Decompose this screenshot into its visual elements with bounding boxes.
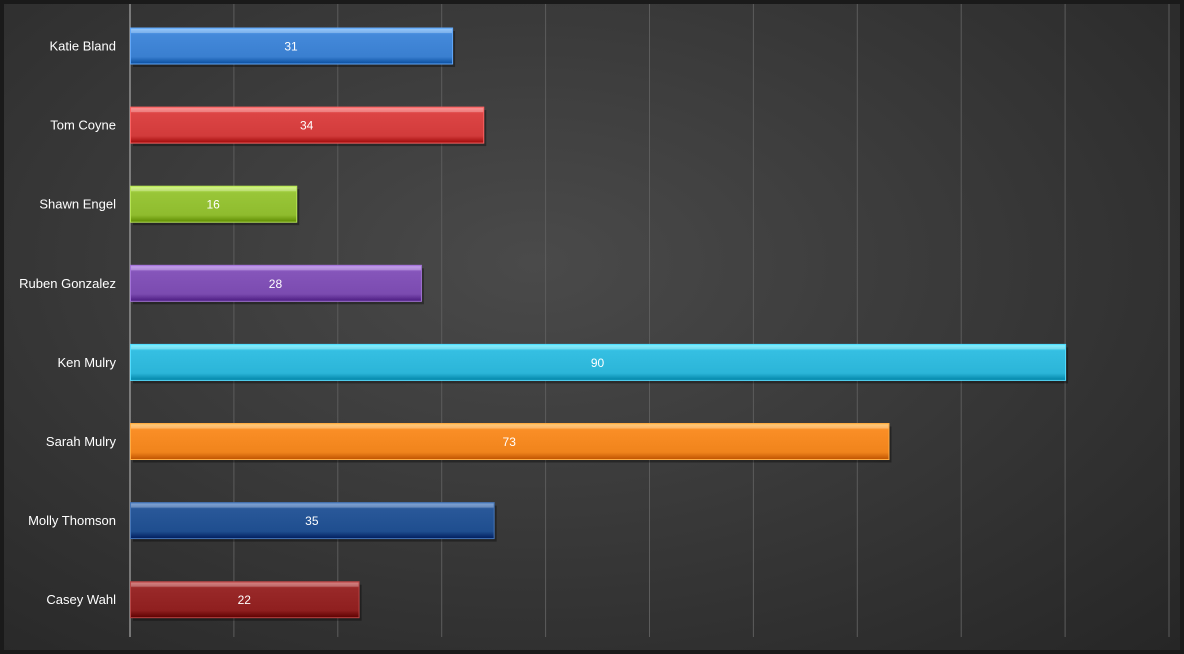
bar-chart: Katie Bland 31 Tom Coyne 34 Shawn Engel 16 Rub… <box>4 4 1180 650</box>
bar-highlight <box>131 345 1065 349</box>
bar-highlight <box>131 29 452 33</box>
data-label: 90 <box>591 356 605 370</box>
data-label: 28 <box>269 277 283 291</box>
data-label: 35 <box>305 514 319 528</box>
category-label: Sarah Mulry <box>46 434 117 449</box>
category-label: Tom Coyne <box>50 118 116 133</box>
data-label: 73 <box>503 435 517 449</box>
category-label: Ken Mulry <box>57 355 116 370</box>
data-label: 22 <box>238 593 252 607</box>
category-label: Katie Bland <box>50 39 117 54</box>
category-label: Ruben Gonzalez <box>19 276 116 291</box>
category-label: Casey Wahl <box>46 592 116 607</box>
category-label: Shawn Engel <box>39 197 116 212</box>
category-label: Molly Thomson <box>28 513 116 528</box>
bar-highlight <box>131 108 483 112</box>
data-label: 34 <box>300 119 314 133</box>
data-label: 16 <box>206 198 220 212</box>
bar-highlight <box>131 504 494 508</box>
bar-highlight <box>131 187 296 191</box>
bar-highlight <box>131 583 359 587</box>
bar-highlight <box>131 425 888 429</box>
data-label: 31 <box>284 40 298 54</box>
bar-highlight <box>131 266 421 270</box>
